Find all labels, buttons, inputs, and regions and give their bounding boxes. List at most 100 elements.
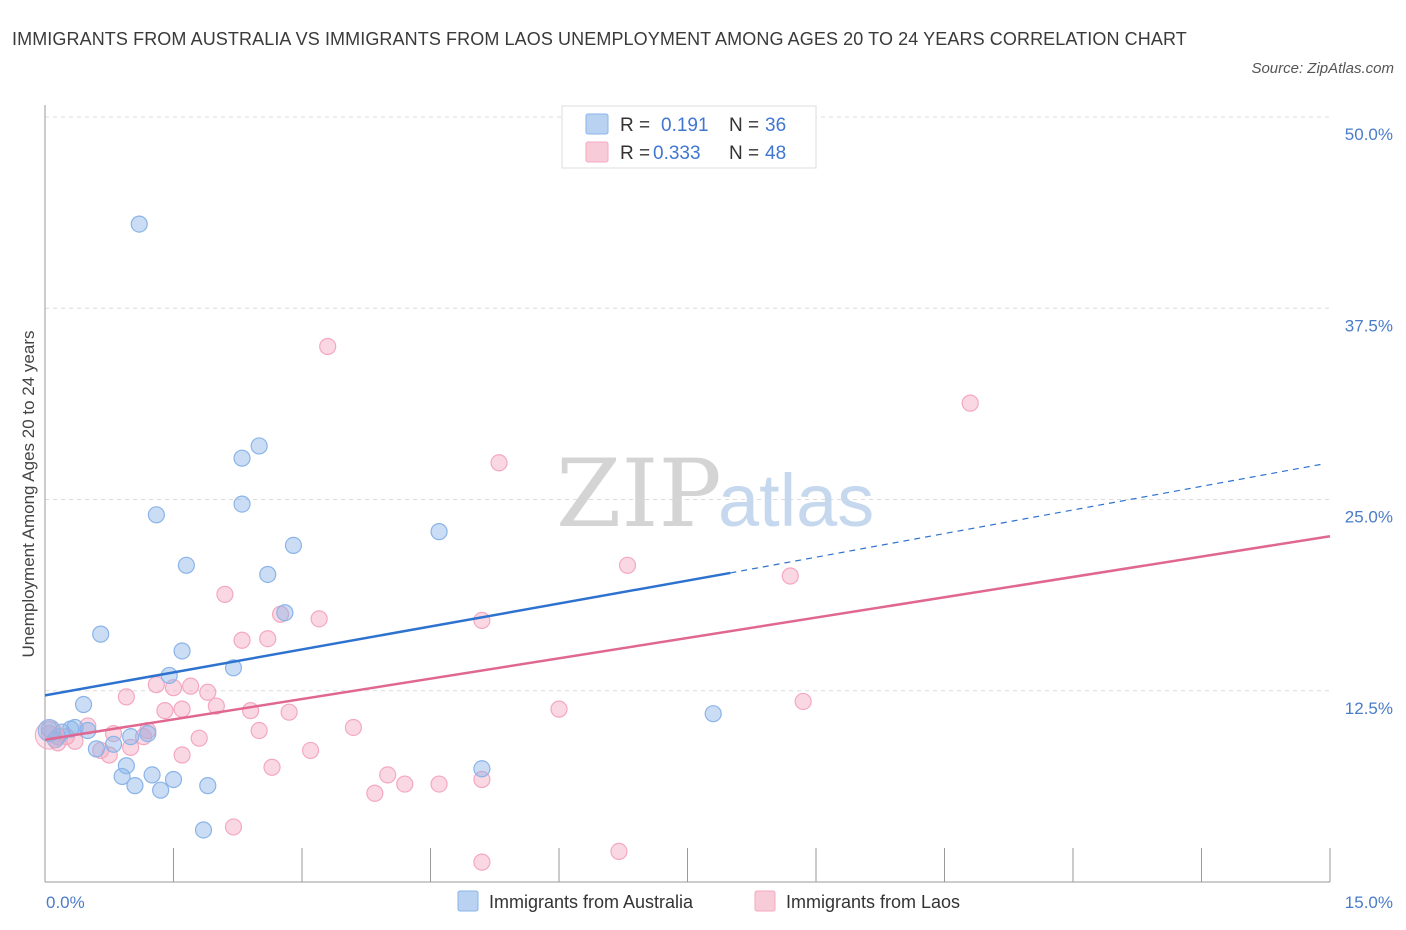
point-australia xyxy=(87,740,106,758)
point-laos xyxy=(379,766,397,784)
point-australia xyxy=(117,757,135,775)
point-australia xyxy=(79,721,97,740)
point-australia xyxy=(126,777,144,795)
y-axis-label: Unemployment Among Ages 20 to 24 years xyxy=(19,331,38,658)
point-australia xyxy=(130,215,148,233)
legend-r-value: 0.333 xyxy=(653,143,701,164)
point-australia xyxy=(92,625,110,643)
point-laos xyxy=(473,853,491,871)
point-laos xyxy=(34,720,64,750)
point-australia xyxy=(194,821,213,839)
point-australia xyxy=(139,724,157,743)
legend-n-label: N = xyxy=(729,115,759,136)
point-laos xyxy=(173,746,191,764)
source-label: Source: ZipAtlas.com xyxy=(1251,60,1394,77)
point-australia xyxy=(152,781,170,799)
point-laos xyxy=(490,454,508,472)
point-laos xyxy=(117,688,135,706)
watermark-atlas: atlas xyxy=(718,459,874,542)
point-laos xyxy=(396,775,414,793)
x-tick-label: 0.0% xyxy=(46,893,85,912)
series-legend-swatch-australia xyxy=(457,890,479,912)
series-legend: Immigrants from Australia Immigrants fro… xyxy=(457,890,960,912)
series-legend-swatch-laos xyxy=(754,890,776,912)
point-australia xyxy=(177,556,195,574)
point-laos xyxy=(224,818,243,836)
point-australia xyxy=(164,770,183,789)
point-laos xyxy=(310,610,328,628)
point-laos xyxy=(263,758,281,776)
point-australia xyxy=(199,777,217,795)
point-laos xyxy=(250,721,268,740)
stats-legend: R = 0.191 N = 36 R = 0.333 N = 48 xyxy=(561,105,817,169)
y-tick-label: 25.0% xyxy=(1345,508,1393,527)
legend-n-value: 36 xyxy=(765,115,786,136)
x-tick-label: 15.0% xyxy=(1345,893,1393,912)
point-australia xyxy=(173,642,191,660)
trend-line-laos xyxy=(44,534,1331,741)
chart-title: IMMIGRANTS FROM AUSTRALIA VS IMMIGRANTS … xyxy=(12,29,1187,49)
y-tick-label: 37.5% xyxy=(1345,316,1393,335)
point-australia xyxy=(233,449,251,467)
point-australia xyxy=(430,523,448,541)
point-australia xyxy=(259,565,277,584)
point-laos xyxy=(259,630,277,648)
point-laos xyxy=(366,784,384,802)
point-laos xyxy=(550,700,568,718)
legend-r-value: 0.191 xyxy=(661,115,709,136)
point-australia xyxy=(284,536,303,555)
point-laos xyxy=(280,703,298,721)
point-laos xyxy=(430,775,448,793)
gridlines xyxy=(45,116,1330,692)
point-laos xyxy=(319,337,337,356)
point-australia xyxy=(143,766,161,784)
point-laos xyxy=(173,700,191,718)
point-laos xyxy=(207,697,225,715)
y-tick-labels: 12.5% 25.0% 37.5% 50.0% xyxy=(1345,125,1393,718)
trend-lines xyxy=(44,463,1331,741)
legend-r-label: R = xyxy=(620,143,650,164)
point-laos xyxy=(233,631,251,649)
point-laos xyxy=(156,702,174,720)
point-australia xyxy=(224,659,243,677)
point-laos xyxy=(794,692,812,711)
point-laos xyxy=(182,677,200,695)
point-australia xyxy=(276,604,294,622)
point-australia xyxy=(473,760,491,778)
trend-line-australia-extension xyxy=(730,463,1322,574)
point-australia xyxy=(122,728,140,746)
point-laos xyxy=(473,611,491,629)
point-laos xyxy=(781,567,799,585)
point-australia xyxy=(113,767,131,786)
data-points xyxy=(34,215,979,871)
legend-r-label: R = xyxy=(620,115,650,136)
legend-n-value: 48 xyxy=(765,143,786,164)
point-laos xyxy=(618,556,637,574)
point-australia xyxy=(233,495,251,513)
legend-swatch-laos xyxy=(585,141,609,163)
x-tick-labels: 0.0% 15.0% xyxy=(46,893,1393,912)
y-tick-label: 50.0% xyxy=(1345,125,1393,144)
point-australia xyxy=(704,705,722,723)
axes xyxy=(44,105,1331,883)
point-australia xyxy=(160,666,178,685)
point-australia xyxy=(37,719,61,743)
watermark-zip: ZIP xyxy=(556,440,722,549)
legend-swatch-australia xyxy=(585,113,609,135)
point-australia xyxy=(104,735,123,753)
series-legend-label-australia: Immigrants from Australia xyxy=(489,892,694,912)
y-tick-label: 12.5% xyxy=(1345,699,1393,718)
point-australia xyxy=(250,437,268,455)
point-laos xyxy=(216,585,234,603)
point-laos xyxy=(190,729,208,747)
point-laos xyxy=(199,683,217,701)
point-australia xyxy=(74,695,93,714)
point-laos xyxy=(610,842,628,861)
point-laos xyxy=(344,718,362,737)
legend-n-label: N = xyxy=(729,143,759,164)
point-laos xyxy=(301,741,320,760)
point-australia xyxy=(147,506,165,524)
trend-line-australia xyxy=(44,571,731,697)
series-legend-label-laos: Immigrants from Laos xyxy=(786,892,960,912)
watermark: ZIP atlas xyxy=(556,440,874,549)
